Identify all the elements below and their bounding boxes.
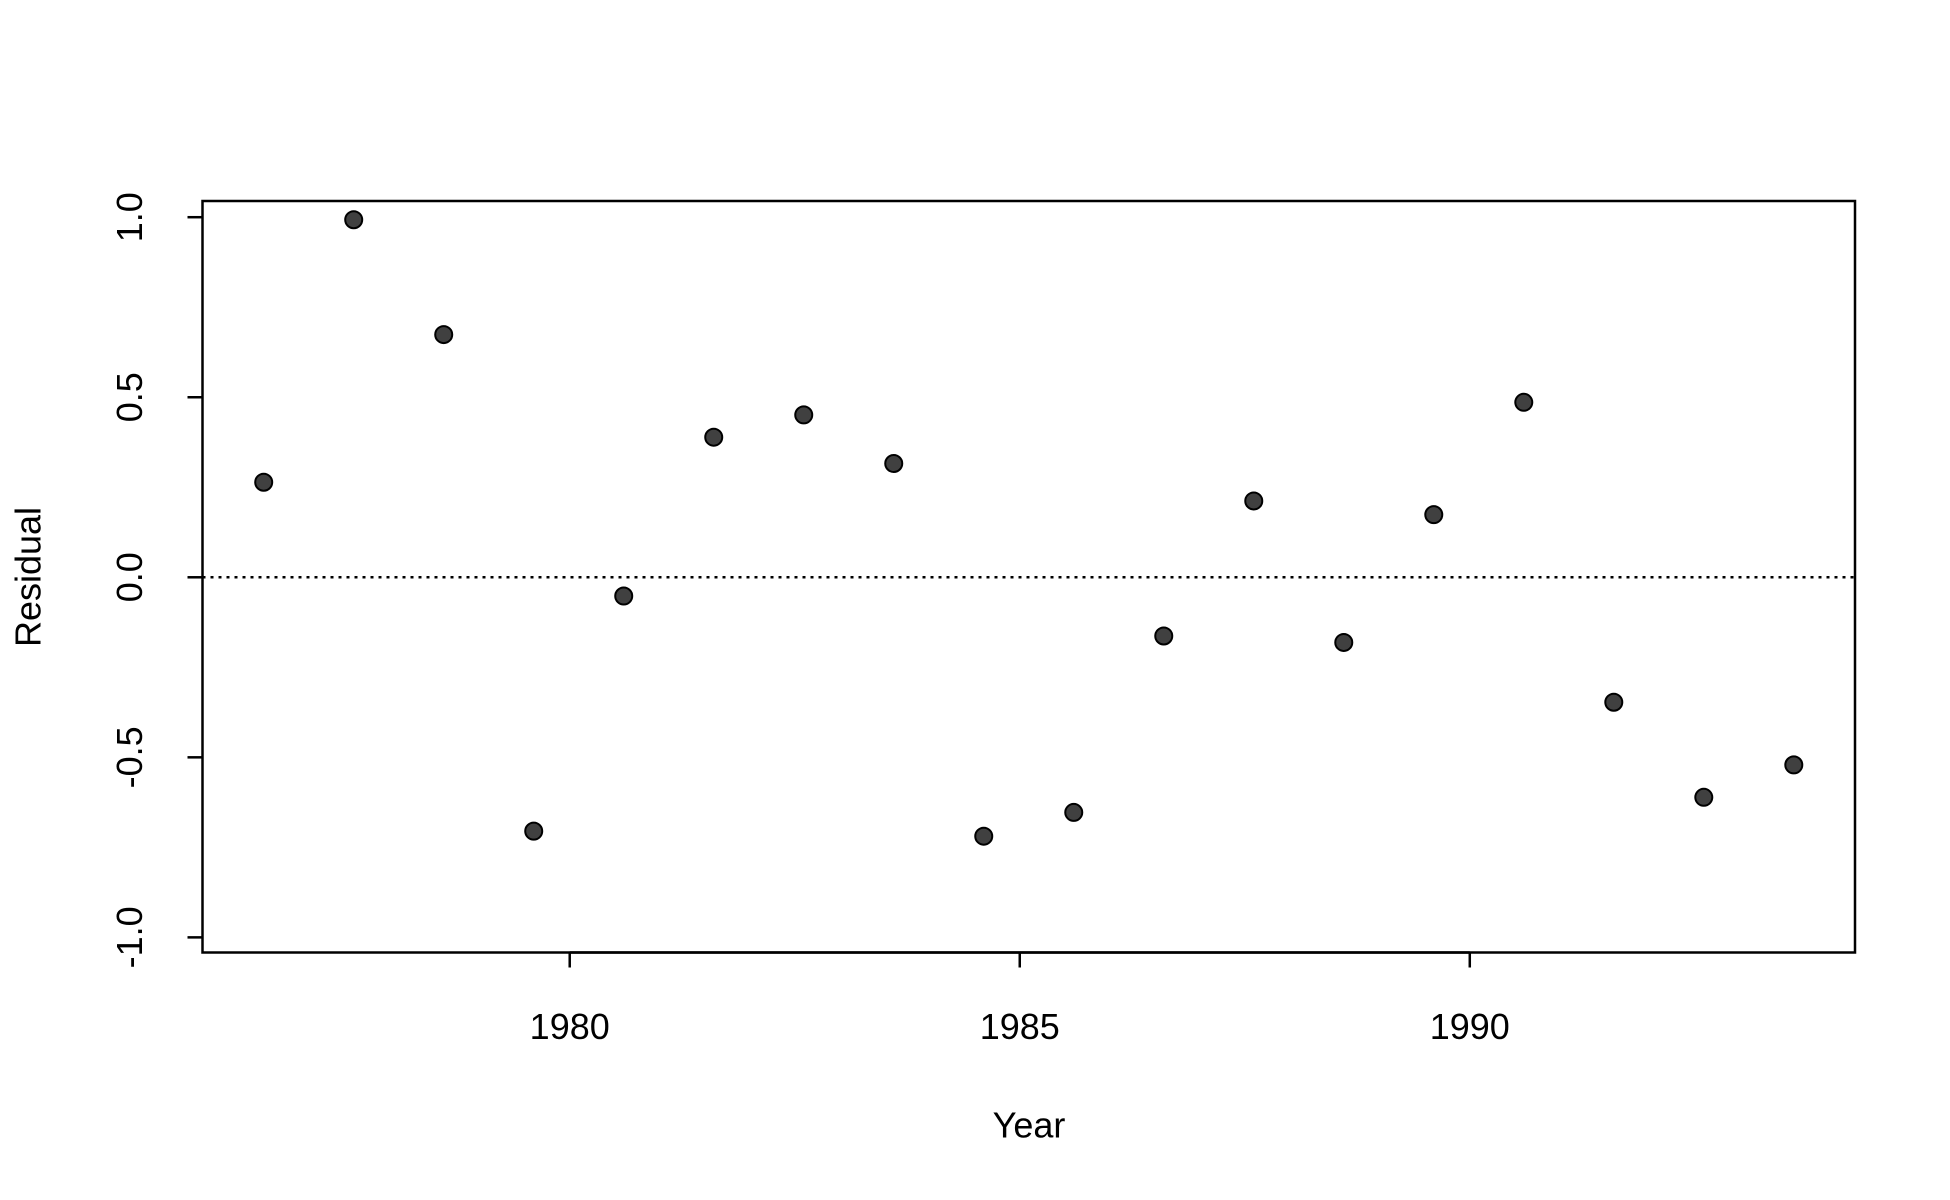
point [524,821,544,841]
point [254,472,274,492]
point [1784,755,1804,775]
point [1514,392,1534,412]
point [1334,632,1354,652]
y-tick-label: 0.5 [109,372,150,422]
point [704,427,724,447]
point [1424,505,1444,525]
point [1154,626,1174,646]
point [434,325,454,345]
point [1064,802,1084,822]
point [884,454,904,474]
y-tick-label: -1.0 [109,906,150,968]
y-axis-label: Residual [8,507,49,647]
point [614,586,634,606]
x-tick-label: 1990 [1430,1006,1510,1047]
y-tick-label: 1.0 [109,192,150,242]
x-axis-label: Year [993,1105,1066,1146]
point [1604,692,1624,712]
x-tick-label: 1985 [980,1006,1060,1047]
y-tick-label: -0.5 [109,726,150,788]
x-tick-label: 1980 [530,1006,610,1047]
point [1694,787,1714,807]
point [794,405,814,425]
point [1244,491,1264,511]
y-tick-label: 0.0 [109,552,150,602]
point [974,826,994,846]
point [344,210,364,230]
